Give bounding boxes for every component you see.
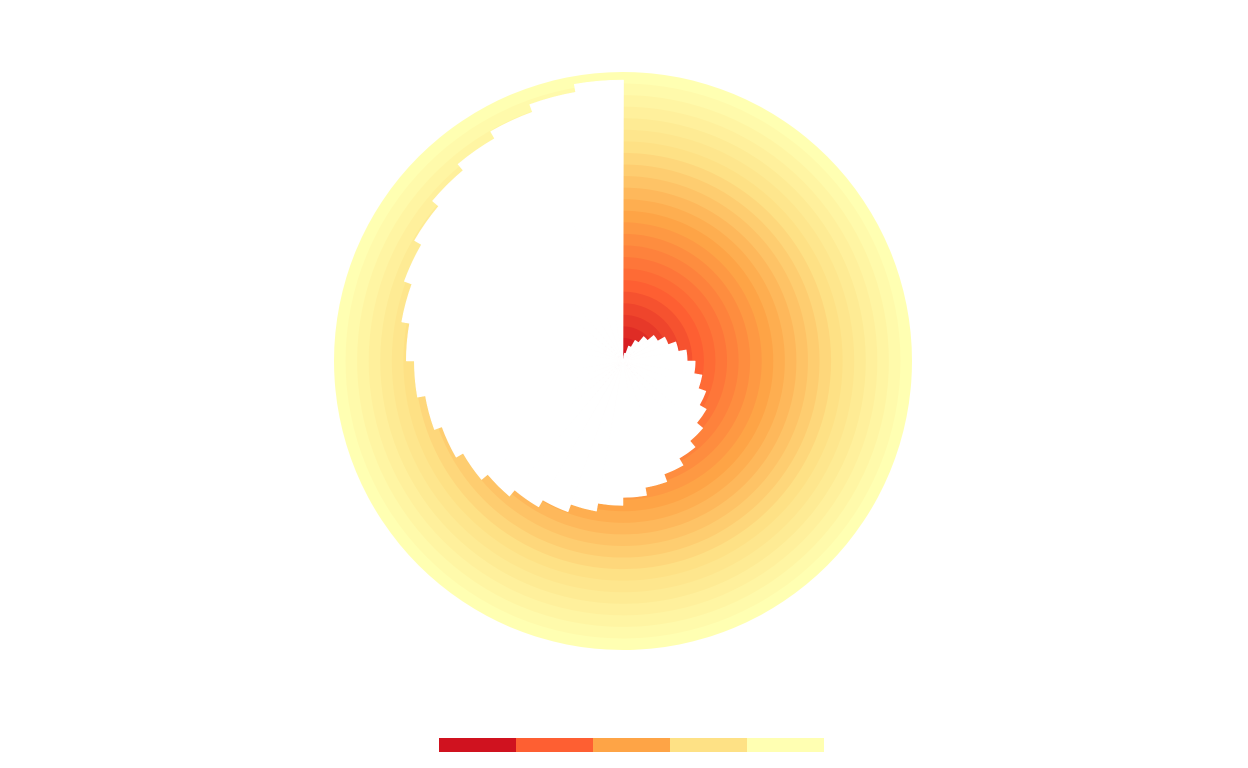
spiral-cutout <box>401 79 707 513</box>
legend-swatch <box>593 738 670 752</box>
legend-swatch <box>516 738 593 752</box>
legend-swatch <box>747 738 824 752</box>
segment <box>573 79 624 362</box>
legend-swatch <box>439 738 516 752</box>
legend-swatch <box>670 738 747 752</box>
legend <box>439 738 824 752</box>
